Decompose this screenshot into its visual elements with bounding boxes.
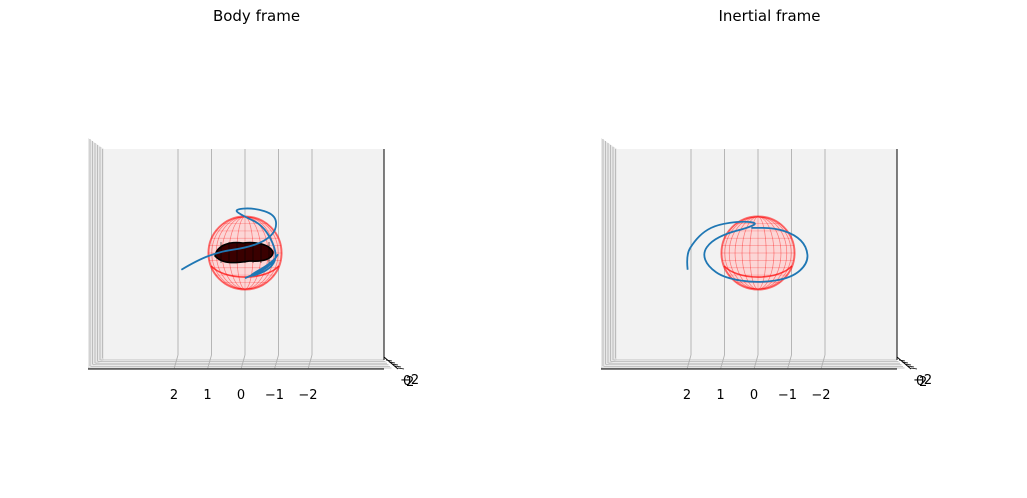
x-tick-label: −1 — [778, 388, 797, 403]
chart-title: Inertial frame — [718, 7, 821, 25]
x-tick-label: 2 — [170, 388, 178, 403]
depth-tick — [388, 361, 396, 364]
sphere-meridian — [749, 216, 767, 290]
grid-line-floor — [686, 354, 692, 370]
depth-tick — [907, 365, 915, 368]
chart-title: Body frame — [212, 7, 301, 25]
sphere-meridian — [721, 216, 795, 290]
depth-axis-line — [896, 356, 912, 370]
body-frame-panel: Body frame 2 1 0 −1 −2 −2 0 2 — [0, 0, 513, 498]
sphere-meridian — [749, 216, 767, 290]
x-tick-label: 0 — [750, 388, 758, 403]
grid-line-floor — [720, 354, 725, 370]
x-tick-label: 1 — [716, 388, 724, 403]
sphere-meridian — [734, 216, 782, 290]
body-frame-plot: 2 1 0 −1 −2−202 — [88, 138, 419, 403]
sphere-rim — [210, 265, 280, 278]
body-shape-fill — [214, 241, 274, 264]
x-tick-label: −2 — [811, 388, 830, 403]
sphere-meridian — [734, 216, 782, 290]
sphere-meridian — [724, 216, 792, 290]
depth-tick — [910, 367, 918, 370]
inertial-frame-plot: 2 1 0 −1 −2−202 — [601, 138, 932, 403]
depth-tick-label: 2 — [406, 375, 414, 390]
depth-tick-label: −2 — [913, 373, 932, 388]
depth-axis-line — [383, 356, 399, 370]
trajectory-line — [686, 220, 809, 283]
grid-line-floor — [787, 354, 792, 370]
depth-tick — [391, 363, 399, 366]
depth-tick — [901, 361, 909, 364]
depth-tick — [898, 359, 906, 362]
body-shape — [214, 241, 274, 264]
x-tick-label: 0 — [237, 388, 245, 403]
grid-line-floor — [207, 354, 212, 370]
grid-line-floor — [820, 354, 826, 370]
trajectory-line — [180, 207, 279, 279]
inertial-frame-panel: Inertial frame 2 1 0 −1 −2 −2 0 2 — [513, 0, 1026, 498]
depth-tick — [904, 363, 912, 366]
x-tick-label: 2 — [683, 388, 691, 403]
side-pane — [601, 138, 617, 368]
sphere-meridian — [741, 216, 775, 290]
depth-tick-label: 0 — [403, 374, 411, 389]
depth-tick-label: 0 — [916, 374, 924, 389]
sphere-meridian — [728, 216, 788, 290]
depth-tick — [397, 367, 405, 370]
sphere — [720, 215, 796, 291]
grid-line-floor — [173, 354, 179, 370]
sphere-rim — [723, 265, 793, 278]
sphere-surface — [720, 215, 796, 291]
depth-tick-label: 2 — [919, 375, 927, 390]
x-tick-label: −2 — [298, 388, 317, 403]
grid-line-floor — [307, 354, 313, 370]
sphere-meridian — [724, 216, 792, 290]
sphere-meridian — [728, 216, 788, 290]
depth-tick — [385, 359, 393, 362]
depth-tick — [394, 365, 402, 368]
x-tick-label: 1 — [203, 388, 211, 403]
x-tick-label: −1 — [265, 388, 284, 403]
sphere-meridian — [741, 216, 775, 290]
sphere-meridian — [721, 216, 795, 290]
grid-line-floor — [240, 354, 246, 370]
depth-tick-label: −2 — [400, 373, 419, 388]
grid-line-floor — [274, 354, 279, 370]
grid-line-floor — [753, 354, 759, 370]
